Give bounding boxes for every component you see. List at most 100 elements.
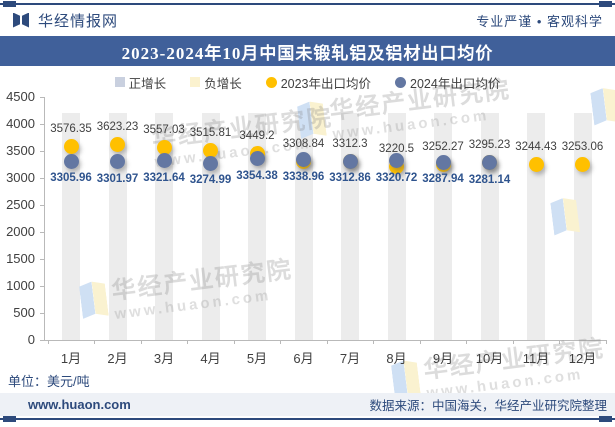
data-point-2023 [575,156,590,172]
unit-note: 单位：美元/吨 [8,374,90,389]
x-axis-label: 4月 [200,351,221,366]
x-axis-tick [233,340,235,344]
x-axis-label: 2月 [107,351,128,366]
value-label-2024: 3312.86 [329,172,371,185]
y-axis-label: 500 [13,305,35,320]
background-stripe [108,113,127,340]
value-label-2023: 3252.27 [422,140,464,153]
x-axis-label: 3月 [153,351,175,366]
value-label-2023: 3253.06 [561,140,604,153]
data-point-2024 [389,153,404,169]
y-axis-label: 4000 [6,116,35,131]
value-label-2023: 3449.2 [239,130,275,143]
y-axis-tick [40,97,44,98]
x-axis-label: 8月 [386,351,407,366]
value-label-2024: 3321.64 [143,171,185,184]
data-point-2024 [110,154,125,170]
x-axis-label: 11月 [522,351,550,366]
y-axis-tick [40,340,44,341]
value-label-2023: 3557.03 [143,124,185,137]
value-label-2024: 3281.14 [468,173,511,186]
x-axis-label: 12月 [568,351,597,366]
data-point-2023 [156,140,172,156]
value-label-2023: 3308.84 [282,137,325,150]
background-stripe [294,113,313,340]
x-axis-tick [140,340,142,344]
value-label-2024: 3301.97 [96,172,139,185]
y-axis-tick [40,232,44,233]
background-stripe [248,113,266,340]
legend-swatch-square [190,77,201,87]
legend-item: 正增长 [114,73,167,92]
data-point-2024 [342,153,358,169]
brand-name: 华经情报网 [38,12,119,30]
data-point-2024 [63,153,79,169]
x-axis-label: 9月 [432,351,454,366]
watermark-book-icon [79,280,109,319]
y-axis-label: 2000 [6,224,35,239]
x-axis-label: 7月 [339,351,361,366]
value-label-2023: 3295.23 [468,138,511,151]
watermark-book-icon [550,197,580,236]
y-axis-label: 1500 [6,251,35,266]
legend-label: 正增长 [128,76,167,91]
x-axis-tick [187,340,189,344]
data-source-note: 数据来源：中国海关，华经产业研究院整理 [369,399,607,413]
footer-bar: www.huaon.com 数据来源：中国海关，华经产业研究院整理 [0,393,615,416]
y-axis-tick [40,259,44,260]
x-axis-tick [373,340,375,344]
value-label-2023: 3623.23 [96,120,139,133]
x-axis [44,340,607,341]
top-rule-right-cap [599,1,612,7]
data-point-2024 [156,153,172,169]
y-axis-tick [40,286,44,287]
y-axis-label: 0 [27,332,35,347]
value-label-2023: 3244.43 [515,141,557,154]
data-point-2024 [203,155,218,171]
site-brand[interactable]: 华经情报网 [12,10,118,31]
legend-swatch-square [114,77,125,87]
x-axis-tick [512,340,514,344]
value-label-2024: 3305.96 [50,172,92,185]
bottom-rule-right-cap [599,416,612,422]
value-label-2023: 3312.3 [332,137,368,150]
legend-item: 2024年出口均价 [395,73,500,92]
huaon-logo-icon [12,12,31,28]
x-axis-label: 1月 [60,351,82,366]
y-axis-label: 4500 [6,89,35,104]
data-point-2023 [110,136,125,152]
x-axis-tick [466,340,468,344]
watermark-book-icon [590,87,615,126]
chart-title: 2023-2024年10月中国未锻轧铝及铝材出口均价 [0,36,615,66]
legend-item: 负增长 [190,73,242,92]
background-stripe [155,113,173,340]
header: 华经情报网 专业严谨 • 客观科学 [12,8,603,32]
value-label-2023: 3576.35 [50,123,92,136]
x-axis-tick [47,340,49,344]
y-axis-label: 2500 [6,197,35,212]
chart-legend: 正增长 负增长 2023年出口均价 2024年出口均价 [0,73,615,92]
background-stripe [341,113,359,340]
y-axis-tick [40,178,44,179]
value-label-2024: 3287.94 [422,173,464,186]
bottom-rule [0,416,615,422]
y-axis-tick [40,151,44,152]
value-label-2024: 3354.38 [236,169,278,182]
x-axis-label: 5月 [246,351,268,366]
legend-swatch-circle [265,76,277,88]
y-axis-tick [40,205,44,206]
x-axis-label: 10月 [475,351,504,366]
y-axis-tick [40,313,44,314]
y-axis [44,97,45,340]
x-axis-tick [419,340,421,344]
bottom-rule-left-cap [3,416,16,422]
legend-label: 2023年出口均价 [280,76,372,91]
value-label-2024: 3320.72 [375,171,418,184]
footer-site-link[interactable]: www.huaon.com [28,397,131,412]
data-point-2024 [435,154,451,170]
y-axis-label: 1000 [6,278,35,293]
legend-item: 2023年出口均价 [265,73,372,92]
x-axis-tick [326,340,328,344]
y-axis-label: 3500 [6,143,35,158]
